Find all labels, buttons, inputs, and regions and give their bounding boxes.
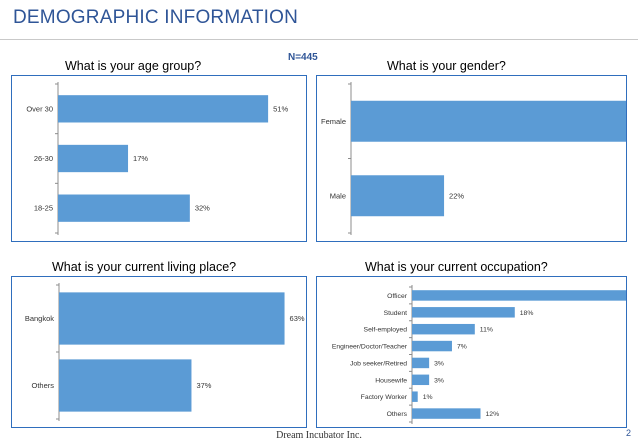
occupation-value-label-3: 7% (457, 344, 467, 351)
living-value-label-1: 37% (196, 381, 211, 390)
living-bar-0 (59, 292, 285, 345)
age-bar-2 (58, 194, 190, 222)
occupation-category-label-4: Job seeker/Retired (350, 360, 407, 367)
occupation-bar-6 (412, 391, 418, 402)
gender-value-label-1: 22% (449, 191, 464, 200)
occupation-category-label-1: Student (384, 310, 408, 317)
age-category-label-0: Over 30 (26, 104, 53, 113)
age-value-label-1: 17% (133, 154, 148, 163)
occupation-category-label-3: Engineer/Doctor/Teacher (332, 344, 408, 351)
occupation-category-label-2: Self-employed (364, 327, 408, 334)
age-bar-0 (58, 95, 269, 123)
gender-category-label-1: Male (330, 191, 346, 200)
gender-chart-title: What is your gender? (387, 59, 506, 73)
gender-category-label-0: Female (321, 117, 346, 126)
occupation-bar-0 (412, 290, 626, 301)
header-divider (0, 39, 638, 40)
occupation-category-label-5: Housewife (375, 377, 407, 384)
occupation-value-label-7: 12% (486, 411, 500, 418)
age-value-label-2: 32% (195, 204, 210, 213)
living-bar-chart: Bangkok 63% Others 37% (25, 283, 305, 421)
occupation-chart-title: What is your current occupation? (365, 260, 548, 274)
living-chart-title: What is your current living place? (52, 260, 237, 274)
occupation-bar-chart: Officer44%Student18%Self-employed11%Engi… (332, 285, 626, 424)
living-chart-frame: Bangkok 63% Others 37% (11, 276, 307, 428)
occupation-bar-1 (412, 307, 515, 318)
footer-company: Dream Incubator Inc. (276, 430, 362, 441)
page-number: 2 (626, 428, 632, 438)
occupation-bar-3 (412, 340, 452, 352)
living-category-label-1: Others (31, 381, 54, 390)
living-bar-1 (59, 359, 192, 412)
age-bar-chart: Over 30 51% 26-30 17% 18-25 32% (26, 82, 288, 235)
occupation-bar-5 (412, 374, 430, 386)
occupation-bar-7 (412, 408, 481, 419)
living-category-label-0: Bangkok (25, 314, 54, 323)
age-category-label-1: 26-30 (34, 154, 53, 163)
gender-bar-0 (351, 100, 626, 142)
age-value-label-0: 51% (273, 104, 288, 113)
occupation-bar-4 (412, 357, 430, 369)
occupation-value-label-4: 3% (434, 360, 444, 367)
age-chart-frame: Over 30 51% 26-30 17% 18-25 32% (11, 75, 307, 242)
occupation-value-label-5: 3% (434, 377, 444, 384)
age-chart-title: What is your age group? (65, 59, 202, 73)
age-category-label-2: 18-25 (34, 204, 53, 213)
occupation-category-label-0: Officer (387, 293, 408, 300)
occupation-value-label-6: 1% (423, 394, 433, 401)
occupation-category-label-7: Others (387, 411, 408, 418)
living-value-label-0: 63% (290, 314, 305, 323)
occupation-value-label-1: 18% (520, 310, 534, 317)
age-bar-1 (58, 144, 129, 173)
occupation-category-label-6: Factory Worker (361, 394, 408, 401)
occupation-chart-frame: Officer44%Student18%Self-employed11%Engi… (316, 276, 627, 428)
occupation-bar-2 (412, 323, 475, 335)
sample-size-label: N=445 (288, 52, 318, 63)
page-title: DEMOGRAPHIC INFORMATION (13, 7, 299, 28)
gender-bar-1 (351, 175, 445, 217)
occupation-value-label-2: 11% (480, 327, 493, 334)
